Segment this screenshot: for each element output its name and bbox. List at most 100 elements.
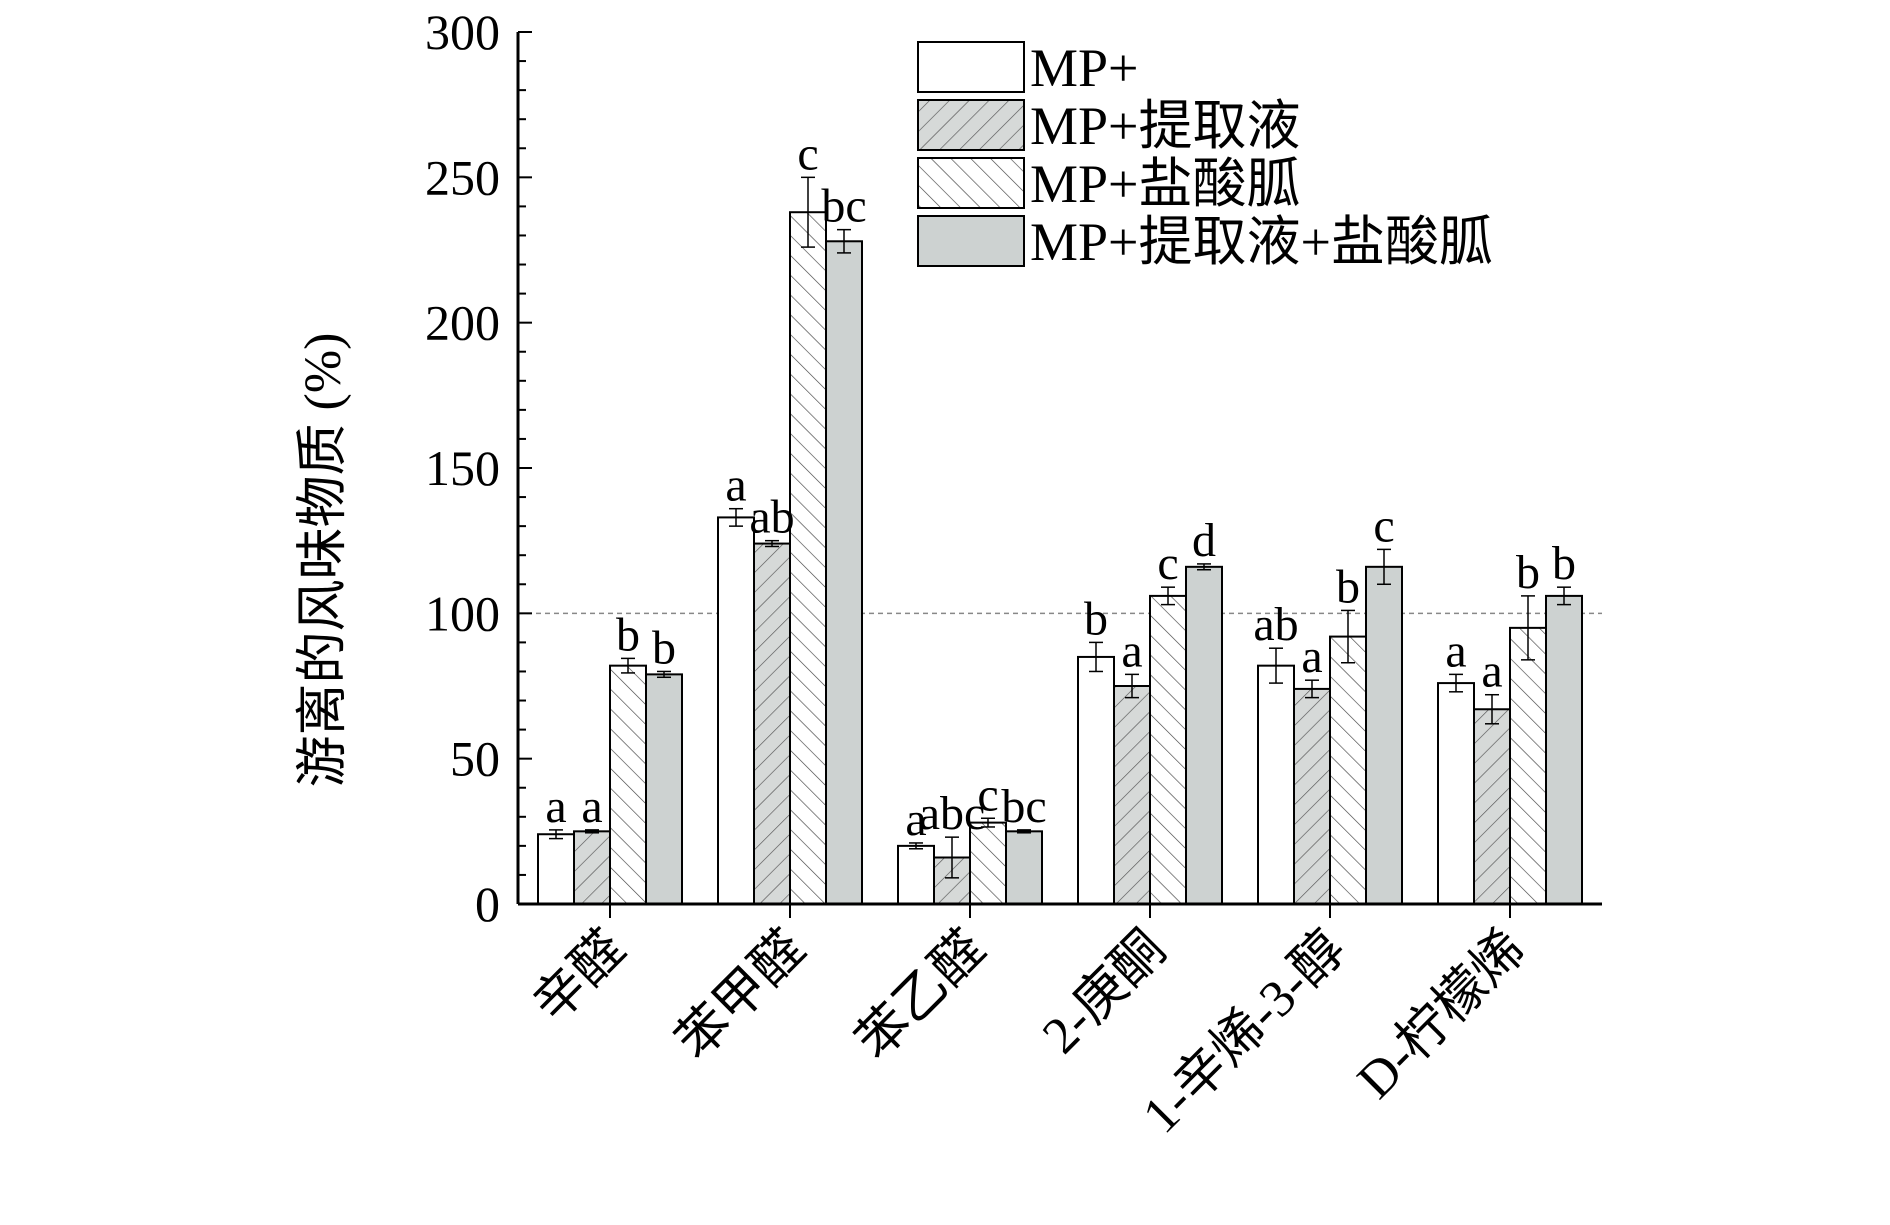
bar-1-1 (753, 542, 791, 905)
legend-label: MP+ (1030, 38, 1139, 98)
significance-label-2-2: c (977, 768, 998, 821)
legend-label: MP+盐酸胍 (1030, 154, 1301, 214)
significance-label-2-1: abc (919, 787, 986, 840)
legend-swatch (917, 157, 1025, 209)
significance-label-4-1: a (1301, 630, 1322, 683)
x-tick-label: 苯甲醛 (666, 920, 817, 1071)
significance-label-1-0: a (725, 459, 746, 512)
significance-label-3-3: d (1192, 514, 1216, 567)
error-bar-4-2 (1341, 609, 1355, 664)
y-tick-label: 300 (425, 4, 500, 60)
significance-label-4-3: c (1373, 499, 1394, 552)
bar-2-3 (1005, 830, 1043, 905)
x-tick-label: 2-庚酮 (1032, 920, 1176, 1064)
bar-4-3 (1365, 565, 1403, 905)
significance-label-0-2: b (616, 608, 640, 661)
error-bar-1-0 (729, 507, 743, 527)
bar-1-3 (825, 240, 863, 905)
bar-4-1 (1293, 687, 1331, 906)
y-tick-label: 100 (425, 585, 500, 641)
y-tick-label: 250 (425, 149, 500, 205)
y-axis-label: 游离的风味物质 (%) (295, 333, 352, 788)
bar-3-1 (1113, 685, 1151, 905)
bar-2-2 (969, 821, 1007, 906)
x-tick-label: 苯乙醛 (846, 920, 997, 1071)
error-bar-4-0 (1269, 647, 1283, 684)
error-bar-2-1 (945, 836, 959, 879)
legend-item-2: MP+盐酸胍 (917, 154, 1301, 214)
bar-3-0 (1077, 655, 1115, 906)
significance-label-4-2: b (1336, 560, 1360, 613)
y-tick-label: 0 (475, 876, 500, 932)
bar-0-0 (537, 833, 575, 905)
significance-label-5-0: a (1445, 624, 1466, 677)
error-bar-1-2 (801, 176, 815, 248)
legend-swatch (917, 41, 1025, 93)
error-bar-0-1 (585, 829, 599, 834)
bar-2-0 (897, 844, 935, 905)
legend-label: MP+提取液+盐酸胍 (1030, 212, 1493, 272)
bar-0-2 (609, 664, 647, 905)
error-bar-5-2 (1521, 595, 1535, 661)
error-bar-0-0 (549, 829, 563, 840)
significance-label-2-3: bc (1001, 780, 1046, 833)
error-bars-layer (549, 176, 1571, 879)
significance-label-3-1: a (1121, 624, 1142, 677)
legend-swatch (917, 215, 1025, 267)
significance-label-0-0: a (545, 780, 566, 833)
bar-4-0 (1257, 664, 1295, 905)
bar-0-3 (645, 673, 683, 906)
error-bar-5-3 (1557, 586, 1571, 606)
legend-item-1: MP+提取液 (917, 96, 1301, 156)
y-tick-label: 150 (425, 440, 500, 496)
bar-5-1 (1473, 708, 1511, 906)
significance-label-3-2: c (1157, 537, 1178, 590)
significance-label-5-2: b (1516, 546, 1540, 599)
error-bar-1-1 (765, 539, 779, 548)
significance-label-1-2: c (797, 127, 818, 180)
bar-5-2 (1509, 626, 1547, 905)
error-bar-1-3 (837, 228, 851, 254)
bar-1-2 (789, 211, 827, 906)
error-bar-0-3 (657, 670, 671, 679)
significance-label-5-1: a (1481, 645, 1502, 698)
error-bar-2-3 (1017, 829, 1031, 834)
error-bar-2-2 (981, 817, 995, 828)
significance-label-5-3: b (1552, 537, 1576, 590)
error-bar-3-2 (1161, 586, 1175, 606)
error-bar-0-2 (621, 657, 635, 674)
bars-layer (537, 211, 1583, 906)
significance-label-0-1: a (581, 780, 602, 833)
bar-3-2 (1149, 594, 1187, 905)
error-bar-2-0 (909, 842, 923, 850)
error-bar-5-0 (1449, 673, 1463, 693)
bar-5-0 (1437, 682, 1475, 905)
error-bar-3-3 (1197, 563, 1211, 571)
significance-label-2-0: a (905, 793, 926, 846)
bar-4-2 (1329, 635, 1367, 905)
legend-swatch (917, 99, 1025, 151)
bar-3-3 (1185, 565, 1223, 905)
y-tick-label: 50 (450, 731, 500, 787)
bar-1-0 (717, 516, 755, 905)
legend-item-3: MP+提取液+盐酸胍 (917, 212, 1493, 272)
bar-0-1 (573, 830, 611, 905)
error-bar-4-3 (1377, 548, 1391, 586)
error-bar-4-1 (1305, 679, 1319, 699)
significance-label-3-0: b (1084, 592, 1108, 645)
error-bar-3-1 (1125, 673, 1139, 699)
error-bar-5-1 (1485, 693, 1499, 725)
significance-label-1-1: ab (749, 491, 794, 544)
y-tick-label: 200 (425, 295, 500, 351)
x-tick-label: 辛醛 (523, 920, 637, 1034)
significance-label-4-0: ab (1253, 598, 1298, 651)
significance-label-1-3: bc (821, 180, 866, 233)
significance-label-0-3: b (652, 621, 676, 674)
legend-label: MP+提取液 (1030, 96, 1301, 156)
legend-item-0: MP+ (917, 38, 1139, 98)
bar-5-3 (1545, 594, 1583, 905)
error-bar-3-0 (1089, 641, 1103, 673)
